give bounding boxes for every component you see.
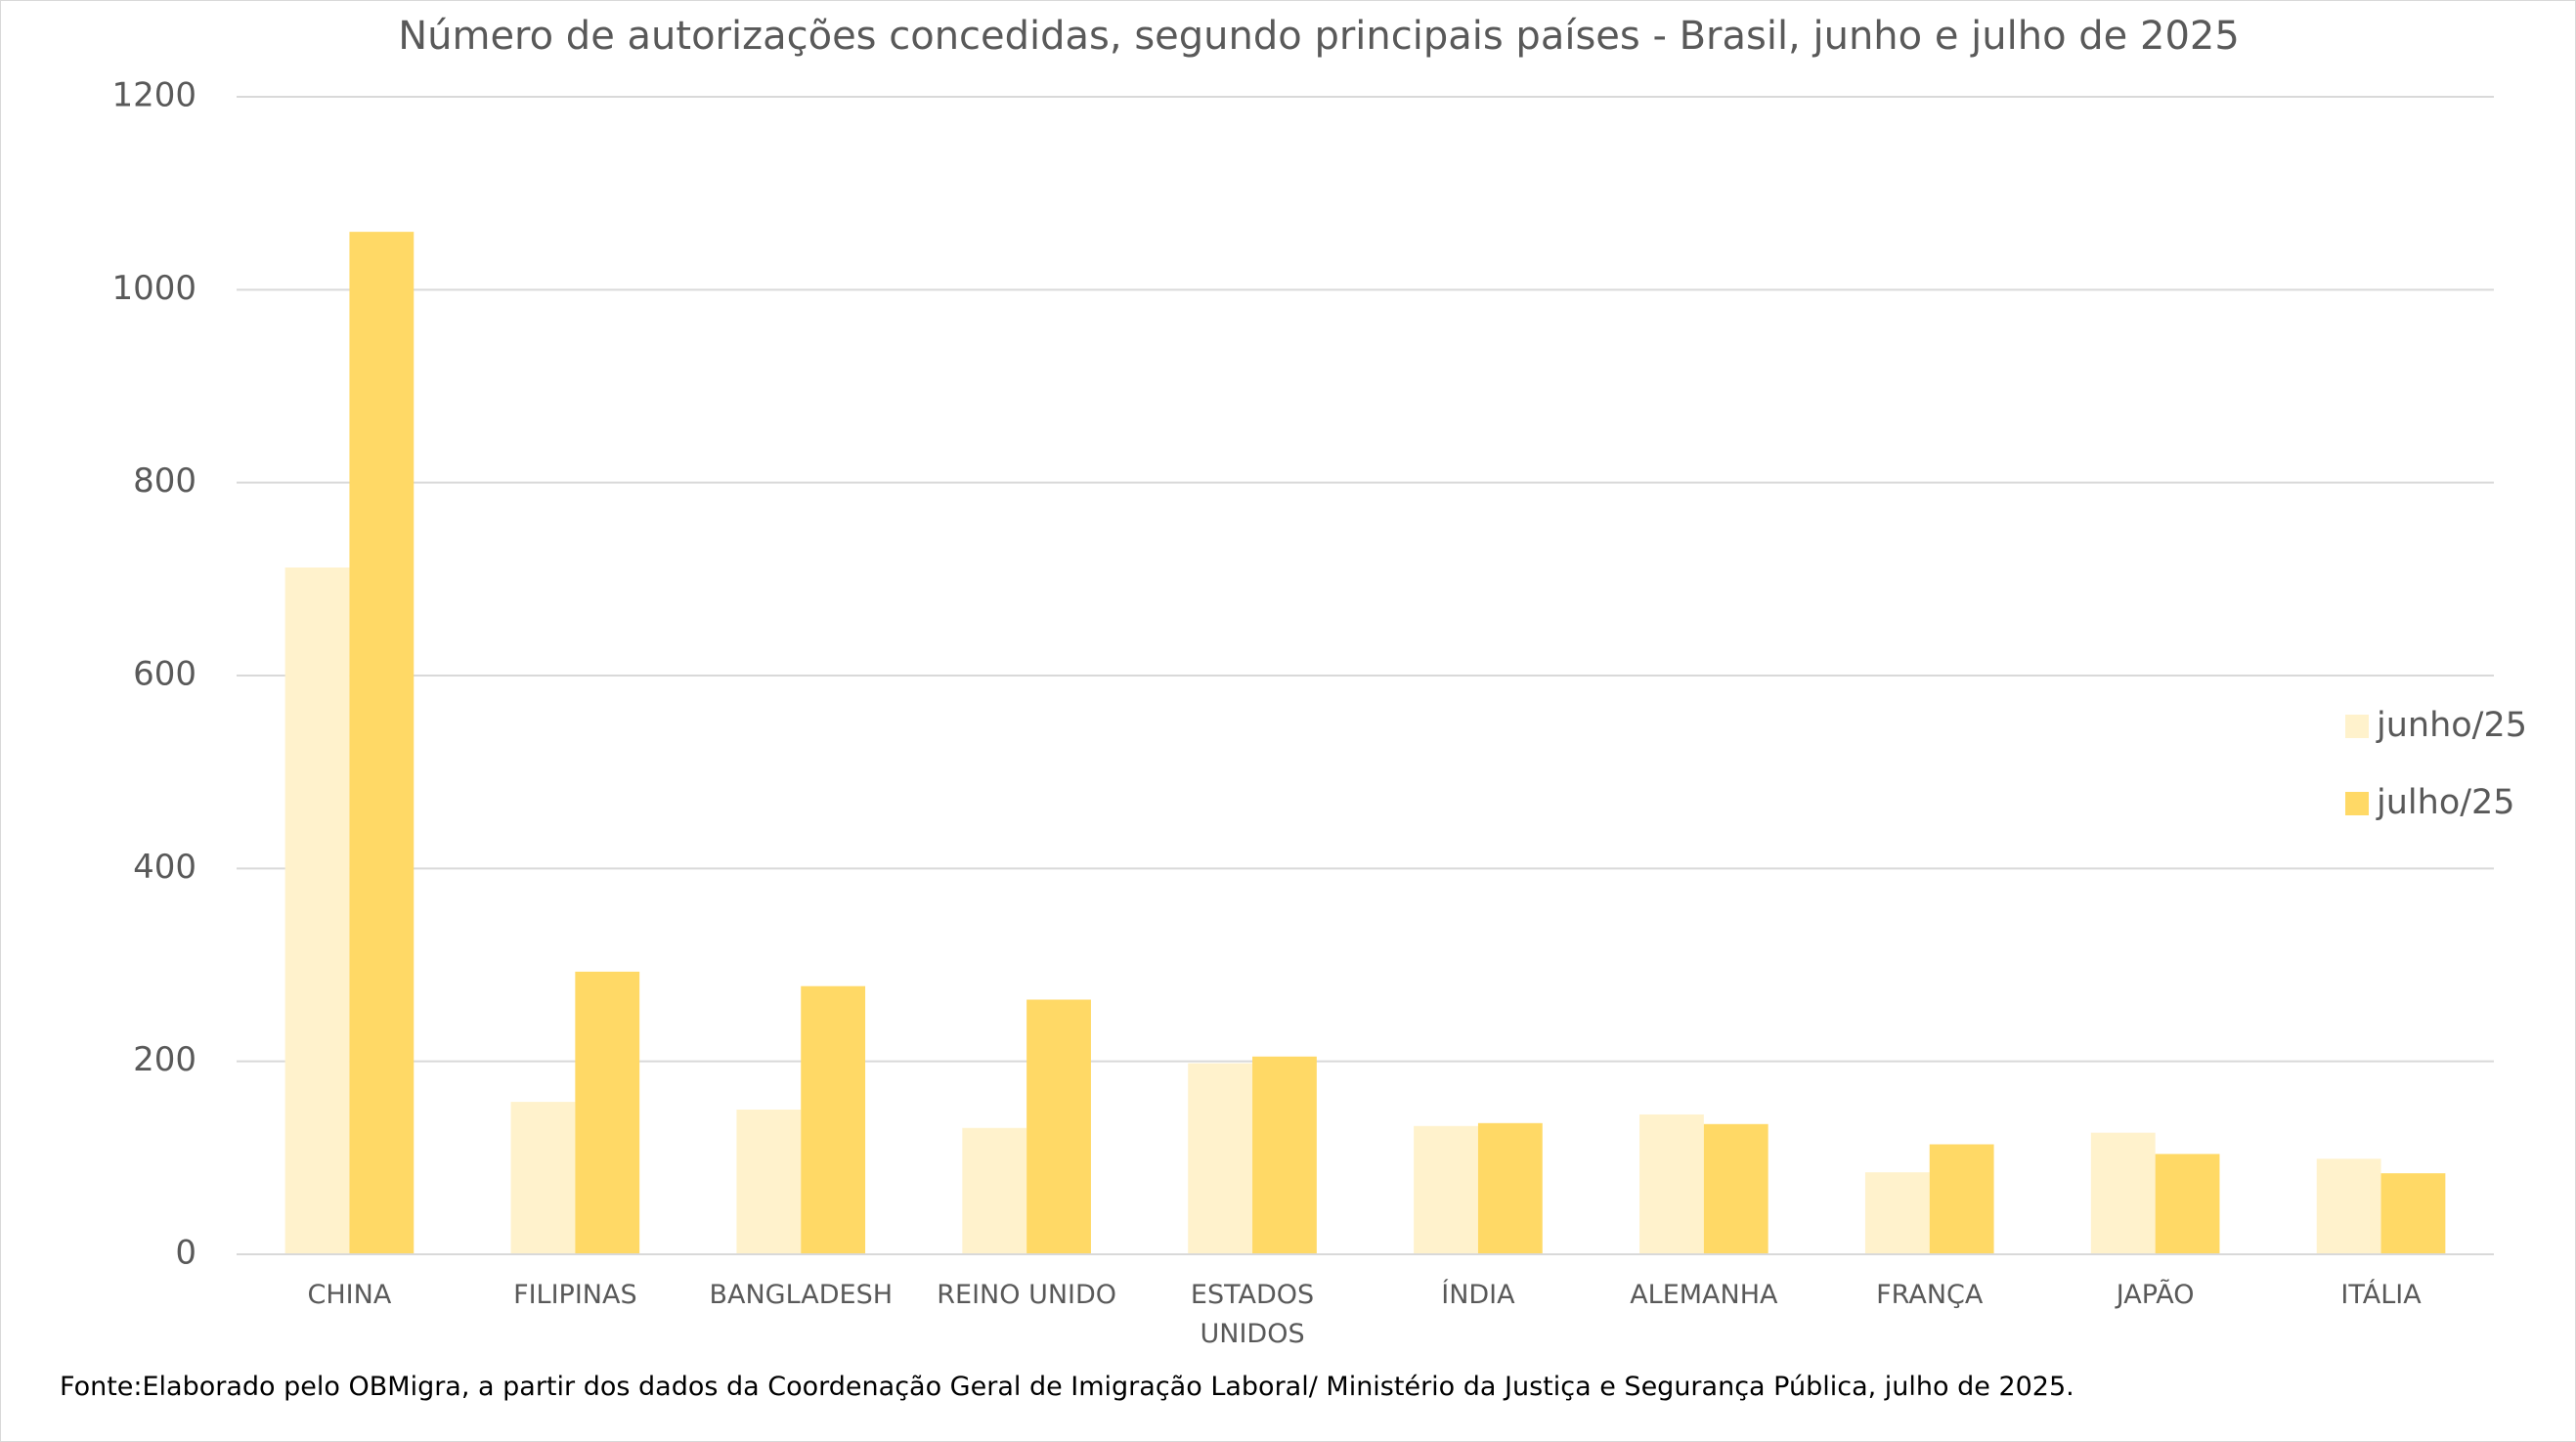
bar: [2316, 1158, 2381, 1254]
bar: [736, 1110, 802, 1254]
bar: [349, 232, 415, 1255]
bar: [1639, 1114, 1704, 1254]
y-tick-label: 1200: [111, 76, 196, 115]
x-tick-label: ITÁLIA: [2340, 1280, 2422, 1310]
y-tick-label: 400: [133, 848, 196, 887]
x-tick-label: BANGLADESH: [709, 1280, 894, 1310]
x-tick-label: REINO UNIDO: [937, 1280, 1117, 1310]
bar: [1929, 1144, 1994, 1254]
bar: [2155, 1154, 2220, 1254]
bar: [575, 971, 640, 1254]
chart-title: Número de autorizações concedidas, segun…: [398, 14, 2240, 59]
bar: [2090, 1132, 2156, 1254]
bar: [1188, 1063, 1253, 1254]
y-tick-label: 1000: [111, 269, 196, 308]
x-tick-label: FILIPINAS: [513, 1280, 637, 1310]
bar: [1414, 1125, 1478, 1254]
bar: [1026, 999, 1091, 1254]
legend-label: junho/25: [2376, 706, 2527, 745]
x-tick-label: ÍNDIA: [1441, 1280, 1515, 1310]
bar: [801, 985, 866, 1254]
legend-label: julho/25: [2376, 783, 2515, 822]
x-tick-label: ALEMANHA: [1630, 1280, 1778, 1310]
bar: [510, 1102, 576, 1254]
y-tick-label: 0: [175, 1234, 196, 1273]
bar: [1864, 1172, 1930, 1254]
bar: [1252, 1056, 1317, 1254]
bar: [2380, 1173, 2446, 1254]
y-tick-label: 800: [133, 461, 196, 501]
x-tick-label: ESTADOS UNIDOS: [1190, 1280, 1315, 1349]
bar: [962, 1127, 1027, 1254]
legend-swatch: [2345, 792, 2369, 815]
source-note: Fonte:Elaborado pelo OBMigra, a partir d…: [60, 1372, 2074, 1402]
y-tick-label: 200: [133, 1040, 196, 1079]
bar: [1703, 1123, 1768, 1254]
x-tick-label: FRANÇA: [1876, 1280, 1984, 1310]
bar: [1477, 1122, 1543, 1254]
y-tick-label: 600: [133, 655, 196, 694]
x-tick-label: JAPÃO: [2116, 1280, 2195, 1310]
x-tick-label: CHINA: [307, 1280, 392, 1310]
legend-swatch: [2345, 715, 2369, 738]
bar: [284, 567, 350, 1254]
